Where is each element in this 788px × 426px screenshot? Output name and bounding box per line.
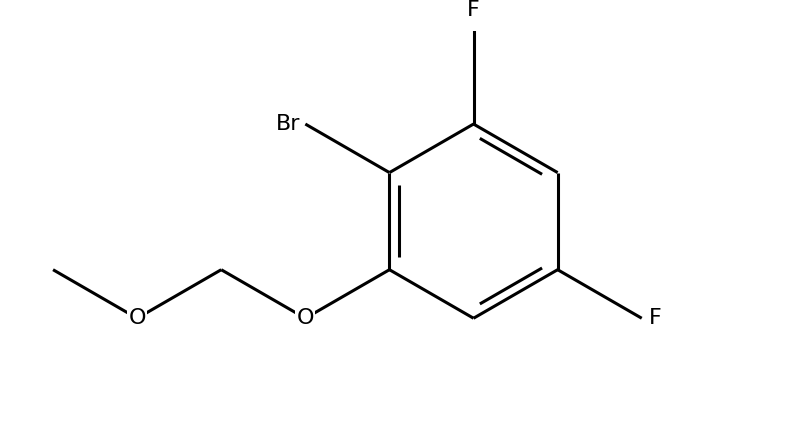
Text: Br: Br — [277, 114, 301, 134]
Text: F: F — [467, 0, 480, 20]
Text: O: O — [128, 308, 146, 328]
Text: O: O — [296, 308, 314, 328]
Text: F: F — [649, 308, 662, 328]
